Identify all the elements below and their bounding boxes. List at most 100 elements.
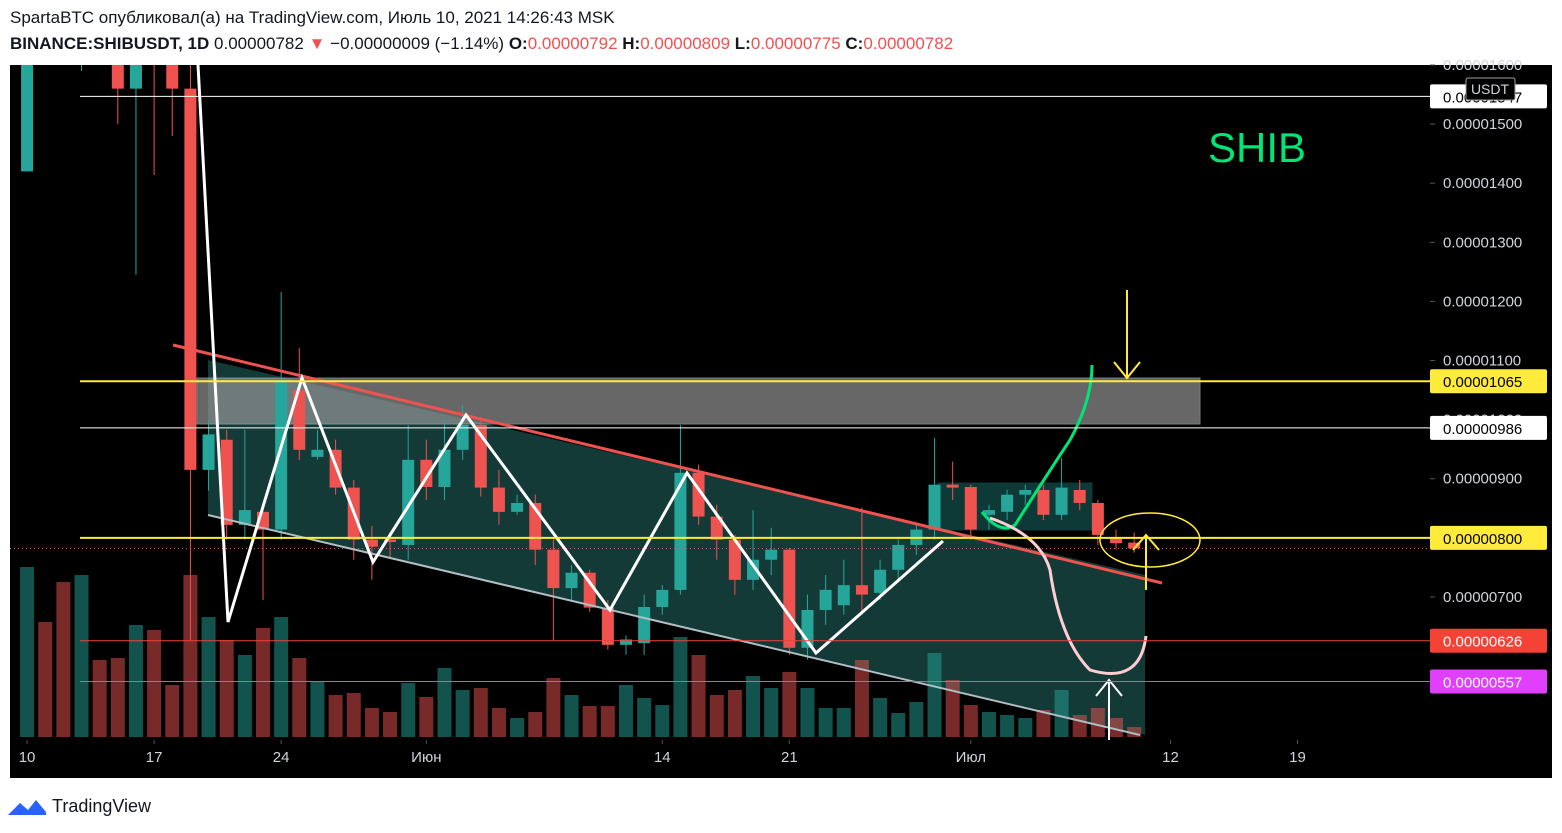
zigzag	[196, 65, 944, 656]
candle-body	[1037, 489, 1050, 515]
green-curve	[980, 364, 1094, 530]
annotation: SHIB	[1208, 124, 1306, 171]
level-label: 0.00000626	[1443, 634, 1522, 651]
level-tag	[1430, 628, 1547, 653]
candle-body	[438, 449, 451, 488]
volume-bar	[800, 688, 815, 737]
quote-line: BINANCE:SHIBUSDT, 1D 0.00000782 ▼ −0.000…	[10, 34, 953, 54]
candle-body	[638, 607, 651, 644]
candle-body	[420, 459, 433, 488]
candle-body	[329, 449, 342, 488]
volume-bar	[564, 695, 579, 737]
white-arrow	[1095, 678, 1123, 740]
volume-bar	[419, 697, 434, 737]
y-tick-label: 0.00001600	[1443, 57, 1522, 74]
last: 0.00000782	[214, 34, 304, 53]
y-tick-label: 0.00001200	[1443, 293, 1522, 310]
candle-body	[547, 549, 560, 589]
volume-bar	[328, 695, 343, 737]
x-tick-label: Июн	[411, 749, 441, 766]
volume-bar	[38, 622, 53, 737]
candle-body	[783, 549, 796, 648]
candle-body	[94, 0, 106, 6]
level-label: 0.00000800	[1443, 531, 1522, 548]
volume-bar	[274, 617, 289, 737]
candle-body	[275, 380, 288, 530]
volume-bar	[1018, 718, 1033, 737]
volume-bar	[927, 653, 942, 737]
level-tag	[1430, 415, 1547, 440]
range-box	[937, 482, 1093, 531]
candle-body	[819, 589, 832, 610]
y-tick-label: 0.00001300	[1443, 234, 1522, 251]
volume-bar	[546, 678, 561, 737]
candle-body	[1128, 542, 1141, 549]
candle-body	[1073, 489, 1086, 503]
volume-bar	[183, 575, 198, 737]
volume-bar	[20, 567, 35, 737]
volume-bar	[56, 582, 71, 737]
volume-bar	[764, 688, 779, 737]
level-tag	[1430, 669, 1547, 694]
up-arrow	[1132, 533, 1160, 590]
candle-body	[710, 516, 723, 540]
volume-bar	[74, 575, 89, 737]
candle-body	[1091, 502, 1104, 535]
logo	[8, 800, 46, 815]
candle-body	[928, 484, 941, 530]
candle-body	[982, 510, 995, 515]
x-tick-label: 21	[781, 749, 798, 766]
volume-bar	[963, 705, 978, 737]
x-tick-label: 24	[273, 749, 290, 766]
candle-body	[511, 502, 524, 512]
volume-bar	[1036, 710, 1051, 737]
chart-bg	[10, 65, 1552, 778]
level-label: 0.00000557	[1443, 674, 1522, 691]
candle-body	[456, 424, 469, 450]
volume-bar	[92, 660, 107, 737]
y-tick-label: 0.00001100	[1443, 353, 1521, 370]
volume-bar	[981, 712, 996, 737]
volume-bar	[655, 705, 670, 737]
x-tick-label: Июл	[956, 749, 986, 766]
candle-body	[674, 472, 687, 590]
candle-body	[220, 439, 233, 525]
volume-bar	[1000, 715, 1015, 737]
y-tick-label: 0.00000900	[1443, 471, 1522, 488]
candle-body	[964, 487, 977, 530]
candle-body	[1055, 487, 1068, 515]
candle-body	[402, 459, 415, 545]
candle-body	[365, 539, 378, 547]
volume-bar	[1072, 715, 1087, 737]
candle-body	[892, 544, 905, 570]
candle-body	[202, 434, 215, 470]
c: 0.00000782	[863, 34, 954, 53]
volume-bar	[746, 676, 761, 737]
candle-body	[311, 449, 324, 457]
candle-body	[166, 65, 179, 89]
level-label: 0.00000986	[1443, 421, 1522, 438]
volume-bar	[310, 682, 325, 737]
channel-line	[207, 514, 1141, 736]
volume-bar	[383, 712, 398, 737]
candle-body	[238, 510, 251, 525]
y-tick-label: 0.00001400	[1443, 175, 1522, 192]
candle-body	[747, 559, 760, 580]
down-arrow	[1113, 290, 1141, 380]
change: −0.00000009 (−1.14%)	[330, 34, 505, 53]
volume-bar	[346, 693, 361, 737]
level-tag	[1430, 84, 1547, 109]
volume-bar	[491, 708, 506, 737]
candle-body	[1001, 494, 1014, 512]
candle-body	[583, 572, 596, 608]
h-label: H:	[622, 34, 641, 53]
volume-bar	[818, 708, 833, 737]
candle-body	[347, 487, 360, 540]
level-label: 0.00001547	[1443, 89, 1522, 106]
level-label: 0.00001065	[1443, 374, 1522, 391]
l: 0.00000775	[750, 34, 841, 53]
candle-body	[656, 589, 669, 608]
volume-bar	[128, 625, 143, 737]
volume-bar	[909, 702, 924, 737]
volume-bar	[364, 708, 379, 737]
